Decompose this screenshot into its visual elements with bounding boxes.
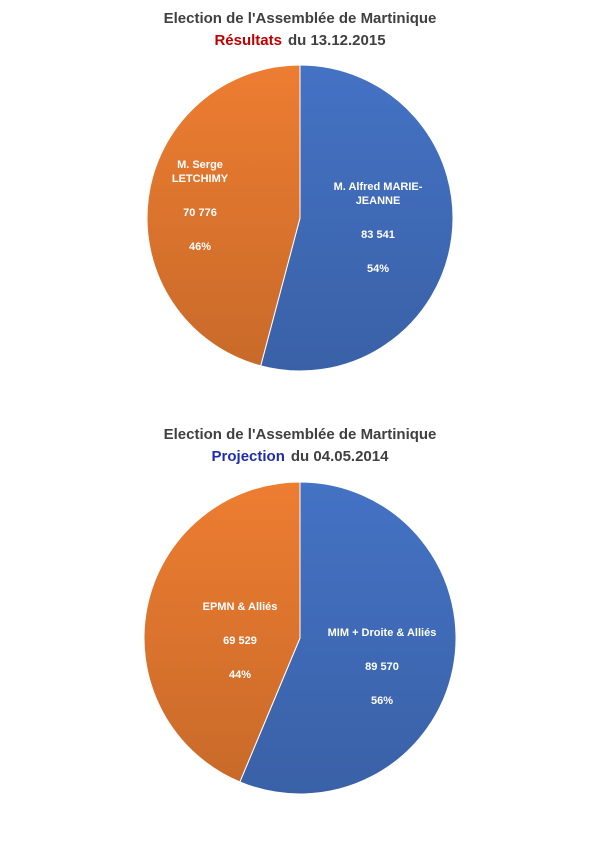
- slice-percent-label: 56%: [371, 695, 393, 707]
- pie-chart: M. Alfred MARIE- JEANNE 83 541 54% M. Serge L…: [146, 64, 454, 372]
- chart-title: Election de l'Assemblée de Martinique: [163, 426, 437, 443]
- chart-projection-2014: Election de l'Assemblée de Martinique Pr…: [0, 410, 600, 842]
- slice-value-label: 89 570: [365, 661, 399, 673]
- slice-value-label: 69 529: [223, 635, 257, 647]
- subtitle-date: du 04.05.2014: [290, 448, 389, 465]
- slice-name-label: EPMN & Alliés: [203, 601, 278, 613]
- pie-slice: [146, 64, 301, 367]
- slice-value-label: 70 776: [183, 207, 217, 219]
- pie-slice: [239, 481, 457, 795]
- slice-percent-label: 54%: [367, 263, 389, 275]
- slice-value-label: 83 541: [361, 229, 395, 241]
- subtitle-highlight: Résultats: [214, 32, 282, 49]
- pie-slice: [260, 64, 454, 372]
- slice-name-label: M. Alfred MARIE-: [334, 181, 423, 193]
- pie-chart: MIM + Droite & Alliés 89 570 56% EPMN & All…: [143, 481, 457, 795]
- chart-subtitle: Résultats du 13.12.2015: [0, 32, 600, 49]
- slice-percent-label: 44%: [229, 669, 251, 681]
- chart-results-2015: Election de l'Assemblée de Martinique Ré…: [0, 0, 600, 400]
- slice-name-label: JEANNE: [356, 195, 401, 207]
- subtitle-highlight: Projection: [211, 448, 285, 465]
- subtitle-date: du 13.12.2015: [287, 32, 386, 49]
- chart-title: Election de l'Assemblée de Martinique: [163, 10, 437, 27]
- chart-subtitle: Projection du 04.05.2014: [0, 448, 600, 465]
- slice-percent-label: 46%: [189, 241, 211, 253]
- slice-name-label: M. Serge: [177, 159, 223, 171]
- pie-slice: [143, 481, 301, 783]
- slice-name-label: LETCHIMY: [172, 173, 229, 185]
- slice-name-label: MIM + Droite & Alliés: [328, 627, 437, 639]
